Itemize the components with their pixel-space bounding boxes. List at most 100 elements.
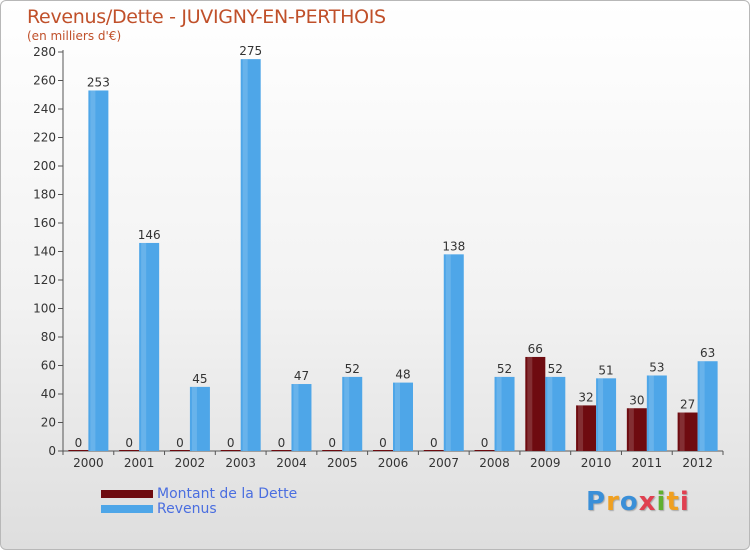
y-tick-label: 240 — [33, 102, 56, 116]
y-tick-label: 200 — [33, 159, 56, 173]
bar-highlight — [527, 356, 533, 451]
bar-highlight — [547, 376, 553, 451]
x-tick-label: 2004 — [276, 456, 307, 470]
data-label: 52 — [548, 362, 563, 376]
y-tick-label: 180 — [33, 188, 56, 202]
bar-highlight — [191, 386, 197, 451]
bar-revenus — [240, 59, 261, 451]
legend-swatch-dette — [101, 490, 153, 498]
y-tick-label: 140 — [33, 245, 56, 259]
data-label: 0 — [379, 436, 387, 450]
y-tick-label: 40 — [41, 387, 56, 401]
data-label: 0 — [278, 436, 286, 450]
bar-revenus — [342, 376, 363, 451]
bar-revenus — [393, 382, 413, 451]
data-label: 146 — [138, 228, 161, 242]
y-tick-label: 120 — [33, 273, 56, 287]
bar-revenus — [494, 376, 515, 451]
x-tick-label: 2007 — [428, 456, 459, 470]
legend-label-revenus: Revenus — [157, 501, 217, 517]
data-label: 66 — [528, 342, 543, 356]
x-tick-label: 2010 — [581, 456, 612, 470]
bar-highlight — [578, 405, 584, 451]
bar-dette — [119, 450, 140, 451]
data-label: 275 — [239, 44, 262, 58]
bar-highlight — [699, 361, 705, 451]
bar-highlight — [141, 242, 147, 451]
bar-highlight — [395, 382, 400, 451]
y-tick-label: 100 — [33, 302, 56, 316]
y-tick-label: 260 — [33, 74, 56, 88]
bar-revenus — [697, 361, 718, 451]
bar-dette — [626, 408, 647, 451]
bar-revenus — [139, 242, 160, 451]
chart-subtitle: (en milliers d'€) — [27, 29, 122, 43]
data-label: 45 — [192, 372, 207, 386]
bar-highlight — [628, 408, 634, 451]
data-label: 0 — [75, 436, 83, 450]
data-label: 0 — [227, 436, 235, 450]
bar-dette — [68, 450, 89, 451]
bar-highlight — [648, 375, 654, 451]
y-tick-label: 0 — [48, 444, 56, 458]
x-tick-label: 2000 — [73, 456, 104, 470]
bar-highlight — [496, 376, 502, 451]
chart-axes: 0 20 40 60 80 100 120 140 160 180 200 220 240 260 280 — [33, 45, 724, 458]
x-tick-label: 2003 — [225, 456, 256, 470]
chart-labels: 2000 0 253 2001 0 146 2002 0 45 2003 0 275 2004 0 47 20… — [73, 44, 715, 470]
x-tick-label: 2005 — [327, 456, 358, 470]
data-label: 30 — [629, 393, 644, 407]
proxiti-logo: Proxiti — [586, 487, 690, 517]
bar-highlight — [344, 376, 350, 451]
data-label: 51 — [598, 363, 613, 377]
bar-dette — [322, 450, 343, 451]
bar-dette — [271, 450, 292, 451]
bar-dette — [576, 405, 597, 451]
data-label: 32 — [578, 390, 593, 404]
y-tick-label: 160 — [33, 216, 56, 230]
y-tick-label: 80 — [41, 330, 56, 344]
data-label: 0 — [481, 436, 489, 450]
data-label: 52 — [345, 362, 360, 376]
bar-dette — [525, 356, 546, 451]
data-label: 0 — [125, 436, 133, 450]
x-tick-label: 2009 — [530, 456, 561, 470]
bar-highlight — [598, 378, 604, 451]
bar-revenus — [88, 90, 109, 451]
x-tick-label: 2001 — [124, 456, 155, 470]
bar-revenus — [291, 384, 312, 451]
bar-revenus — [646, 375, 667, 451]
chart-title: Revenus/Dette - JUVIGNY-EN-PERTHOIS — [27, 6, 386, 28]
data-label: 138 — [442, 239, 465, 253]
bar-highlight — [445, 254, 451, 451]
bar-highlight — [679, 412, 685, 451]
legend-swatch-revenus — [101, 505, 153, 513]
chart-bars — [68, 59, 718, 451]
x-tick-label: 2002 — [175, 456, 206, 470]
data-label: 253 — [87, 75, 110, 89]
x-tick-label: 2006 — [378, 456, 409, 470]
bar-revenus — [596, 378, 617, 451]
y-tick-label: 220 — [33, 131, 56, 145]
bar-dette — [423, 450, 444, 451]
bar-dette — [474, 450, 495, 451]
data-label: 0 — [176, 436, 184, 450]
legend-label-dette: Montant de la Dette — [157, 486, 298, 502]
x-tick-label: 2011 — [632, 456, 663, 470]
x-tick-label: 2012 — [682, 456, 713, 470]
bar-revenus — [545, 376, 566, 451]
y-tick-label: 60 — [41, 359, 56, 373]
bar-dette — [373, 450, 393, 451]
bar-dette — [169, 450, 190, 451]
y-tick-label: 20 — [41, 416, 56, 430]
bar-highlight — [242, 59, 248, 451]
data-label: 0 — [430, 436, 438, 450]
bar-dette — [677, 412, 698, 451]
bar-highlight — [90, 90, 96, 451]
data-label: 0 — [328, 436, 336, 450]
bar-revenus — [189, 386, 210, 451]
bar-dette — [220, 450, 241, 451]
data-label: 27 — [680, 398, 695, 412]
